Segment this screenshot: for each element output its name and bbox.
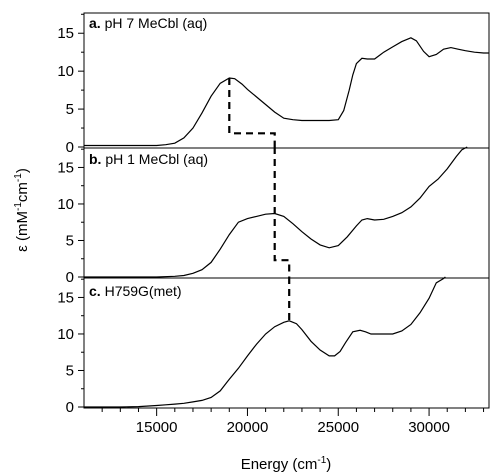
y-axis-label: ε (mM-1cm-1) bbox=[13, 168, 31, 252]
panel-a-y-ticks: 0 5 10 15 bbox=[57, 13, 84, 156]
panel-c-y-tick-label: 15 bbox=[57, 289, 74, 306]
panel-c-frame bbox=[83, 277, 490, 409]
panel-a-label: a. pH 7 MeCbl (aq) bbox=[89, 15, 207, 31]
x-tick-label: 30000 bbox=[408, 419, 450, 436]
panel-a-y-tick-label: 15 bbox=[57, 25, 74, 42]
panel-a-y-tick-label: 10 bbox=[57, 63, 74, 80]
panel-b-curve bbox=[84, 146, 468, 278]
panel-c-curve bbox=[84, 276, 446, 408]
panel-b-y-ticks: 0 5 10 15 bbox=[57, 148, 84, 286]
panel-c-y-ticks: 0 5 10 15 bbox=[57, 278, 84, 416]
panel-a-curve bbox=[84, 37, 489, 147]
panel-c-label: c. H759G(met) bbox=[89, 283, 182, 299]
panel-b-y-tick-label: 5 bbox=[66, 232, 74, 249]
panel-b-marker bbox=[273, 147, 291, 277]
panel-b-label: b. pH 1 MeCbl (aq) bbox=[89, 151, 208, 167]
panel-a-y-tick-label: 5 bbox=[66, 101, 74, 118]
x-tick-label: 15000 bbox=[136, 419, 178, 436]
panel-a: 0 5 10 15 a. pH 7 MeCbl (aq) bbox=[57, 12, 490, 156]
x-axis-label: Energy (cm-1) bbox=[241, 455, 332, 472]
panel-a-frame bbox=[83, 12, 490, 149]
panel-b-frame bbox=[83, 147, 490, 279]
panel-a-marker bbox=[228, 78, 276, 147]
panel-b-y-tick-label: 0 bbox=[66, 269, 74, 286]
panel-c-y-tick-label: 5 bbox=[66, 362, 74, 379]
panel-a-y-tick-label: 0 bbox=[66, 139, 74, 156]
x-axis: 15000 20000 25000 30000 bbox=[101, 408, 485, 436]
x-tick-label: 25000 bbox=[317, 419, 359, 436]
panel-b-y-tick-label: 15 bbox=[57, 159, 74, 176]
x-tick-label: 20000 bbox=[227, 419, 269, 436]
panel-c: 0 5 10 15 c. H759G(met) bbox=[57, 276, 490, 416]
panel-b: 0 5 10 15 b. pH 1 MeCbl (aq) bbox=[57, 146, 490, 286]
panel-b-y-tick-label: 10 bbox=[57, 196, 74, 213]
panel-c-y-tick-label: 10 bbox=[57, 326, 74, 343]
panel-c-y-tick-label: 0 bbox=[66, 399, 74, 416]
